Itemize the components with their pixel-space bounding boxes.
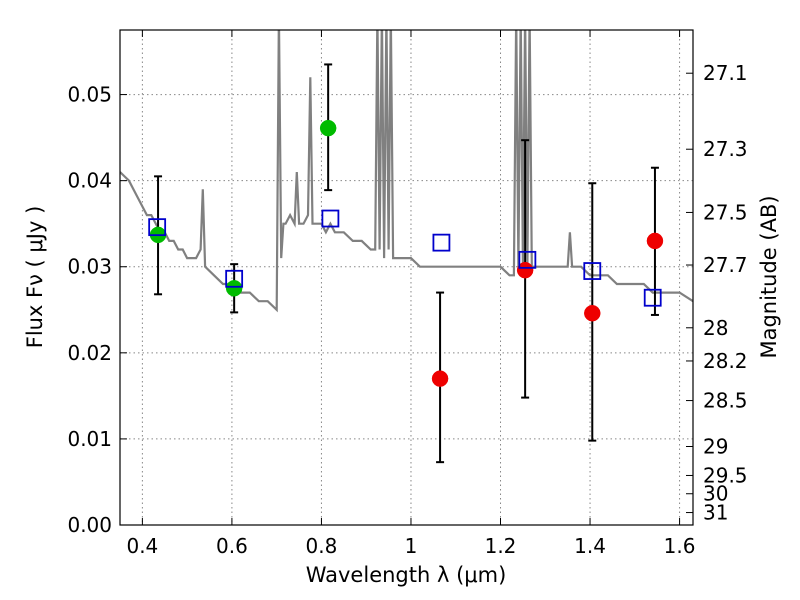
model-photometry-square xyxy=(432,233,451,252)
y2-tick-label: 29.5 xyxy=(703,463,748,487)
data-point xyxy=(584,304,601,322)
x-tick-label: 1.2 xyxy=(485,534,517,558)
model-photometry-square xyxy=(518,250,537,269)
y2-tick-label: 31 xyxy=(703,501,728,525)
x-axis: 0.4 0.6 0.8 1 1.2 1.4 1.6 xyxy=(126,30,695,558)
data-point xyxy=(516,261,534,279)
y2-tick-label: 27.3 xyxy=(703,137,748,161)
x-tick-label: 0.4 xyxy=(126,534,158,558)
y2-tick-label: 30 xyxy=(703,482,728,506)
x-tick-label: 1 xyxy=(405,534,418,558)
model-spectrum xyxy=(120,30,693,313)
y-axis-title: Flux Fν ( μJy ) xyxy=(23,206,47,349)
data-markers xyxy=(148,119,664,387)
y2-tick-label: 27.7 xyxy=(703,253,748,277)
x-tick-label: 1.4 xyxy=(574,534,606,558)
model-photometry-square xyxy=(148,218,167,237)
y2-tick-label: 28 xyxy=(703,316,728,340)
model-photometry-square xyxy=(583,262,602,280)
x-axis-title: Wavelength λ (μm) xyxy=(306,563,507,587)
y2-axis-title: Magnitude (AB) xyxy=(757,195,781,358)
y-tick-label: 0.04 xyxy=(67,169,112,193)
y2-tick-label: 28.2 xyxy=(703,349,748,373)
model-photometry-square xyxy=(643,288,662,307)
y2-tick-label: 27.1 xyxy=(703,61,748,85)
model-photometry-square xyxy=(321,209,340,228)
y-tick-label: 0.03 xyxy=(67,255,112,279)
error-bars xyxy=(154,63,659,464)
y-tick-label: 0.02 xyxy=(67,341,112,365)
model-spectrum-line xyxy=(120,30,693,313)
data-point xyxy=(646,232,664,250)
x-tick-label: 0.8 xyxy=(306,534,338,558)
y-axis: 0.00 0.01 0.02 0.03 0.04 0.05 xyxy=(67,83,127,537)
data-point xyxy=(431,370,449,387)
grid xyxy=(120,30,693,526)
y-tick-label: 0.00 xyxy=(67,513,112,537)
y-tick-label: 0.01 xyxy=(67,427,112,451)
y2-tick-label: 27.5 xyxy=(703,200,748,224)
x-tick-label: 1.6 xyxy=(664,534,696,558)
x-tick-label: 0.6 xyxy=(216,534,248,558)
y2-tick-label: 28.5 xyxy=(703,389,748,413)
y-tick-label: 0.05 xyxy=(67,83,112,107)
plot-frame xyxy=(119,29,694,526)
y2-tick-label: 29 xyxy=(703,434,728,458)
model-photometry-square xyxy=(225,269,244,288)
data-point xyxy=(225,280,243,297)
data-point xyxy=(319,119,337,137)
